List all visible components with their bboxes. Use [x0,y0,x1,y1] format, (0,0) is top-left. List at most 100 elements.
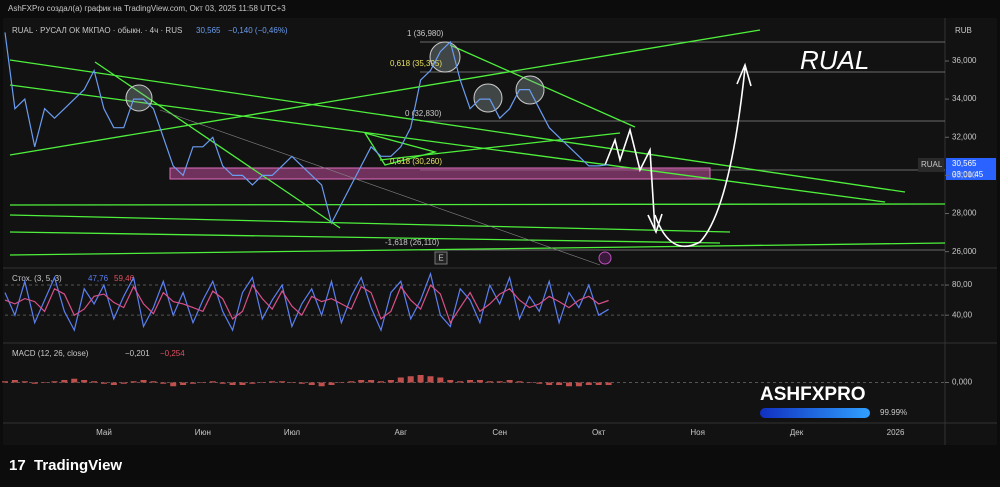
circle [473,83,503,113]
bar [298,382,305,384]
circle [125,84,153,112]
triangle [363,131,438,166]
fib-label: 0,618 (30,260) [390,157,442,166]
bar [259,382,266,383]
bar [318,382,325,387]
bar [397,377,404,383]
bar [585,382,592,385]
dividend-marker[interactable] [598,251,612,265]
bar [239,382,246,385]
trend-line [9,84,886,203]
bar [467,380,474,383]
y-tick-label: 80,00 [952,280,973,289]
bar [219,382,226,384]
bar [566,382,572,387]
event-box [434,251,448,265]
bar [81,380,88,383]
bar [506,380,513,383]
trend-line [9,242,946,256]
price-line [4,271,609,333]
trend-line [159,109,601,266]
bar [516,381,523,383]
bar [11,380,18,383]
event-marker: E [438,254,443,263]
y-tick-label: 30,000 [952,170,977,179]
bar [31,382,38,384]
price-line [4,32,609,225]
x-tick-label: Сен [492,428,507,437]
bar [496,381,503,383]
bar [546,382,553,385]
bar [100,382,107,384]
x-tick-label: Ноя [690,428,705,437]
bar [556,382,563,385]
bar [140,380,147,383]
footer-icon: 17 [9,457,26,474]
trend-line [449,44,636,128]
progress-bar [760,408,870,418]
trend-lines [9,29,946,266]
bar [150,381,157,383]
fib-label: 0,618 (35,395) [390,59,442,68]
forecast-arrow [604,62,752,247]
bar [199,382,206,383]
x-tick-label: 2026 [887,428,905,437]
fib-label: -1,618 (26,110) [385,238,439,247]
bar [190,382,196,384]
x-tick-label: Июн [195,428,211,437]
fib-label: 0 (32,830) [405,109,442,118]
x-tick-label: Дек [790,428,804,437]
bar [427,376,434,383]
bar [209,381,216,383]
bar [536,382,543,384]
support-zone [169,167,711,180]
symbol: RUAL · РУСАЛ ОК МКПАО · обыкн. · 4ч · RU… [12,26,182,35]
y-tick-label: 28,000 [952,209,977,218]
bar [476,380,483,383]
macd-value: −0,254 [160,349,185,358]
watermark: RUAL [800,45,869,75]
bar [229,382,236,385]
bar [288,382,295,383]
x-tick-label: Май [96,428,112,437]
price-box [946,158,996,180]
progress-label: 99.99% [880,408,907,417]
y-tick-label: 36,000 [952,56,977,65]
macd-title: MACD (12, 26, close) [12,349,89,358]
stoch-title: Стох. (3, 5, 3) [12,274,62,283]
price-line [4,283,609,325]
y-tick-label: 40,00 [952,310,973,319]
author-line: AshFXPro создал(а) график на TradingView… [8,4,286,13]
bar [130,381,137,383]
trend-line [9,231,721,244]
y-tick-label: 0,000 [952,378,973,387]
y-tick-label: 26,000 [952,247,977,256]
bar [110,382,117,385]
bar [348,381,355,383]
change: −0,140 (−0,46%) [228,26,288,35]
trend-line [94,61,341,229]
bar [21,381,28,383]
currency: RUB [955,26,972,35]
tag-price: 30,565 [952,159,977,168]
stoch-value: 47,76 [88,274,109,283]
bar [71,378,78,383]
bar [91,381,98,383]
bar [526,382,533,383]
bar [407,376,414,383]
trend-line [9,29,761,156]
last-price: 30,565 [196,26,221,35]
bar [358,380,365,383]
bar [575,382,582,387]
trend-line [9,203,946,206]
bar [486,381,493,383]
bar [170,382,177,387]
bar [51,381,58,383]
bar [437,377,444,383]
stoch-value: 59,46 [114,274,135,283]
footer-brand: TradingView [34,457,122,474]
bar [41,382,48,383]
bar [447,380,454,383]
fib-label: 1 (36,980) [407,29,444,38]
